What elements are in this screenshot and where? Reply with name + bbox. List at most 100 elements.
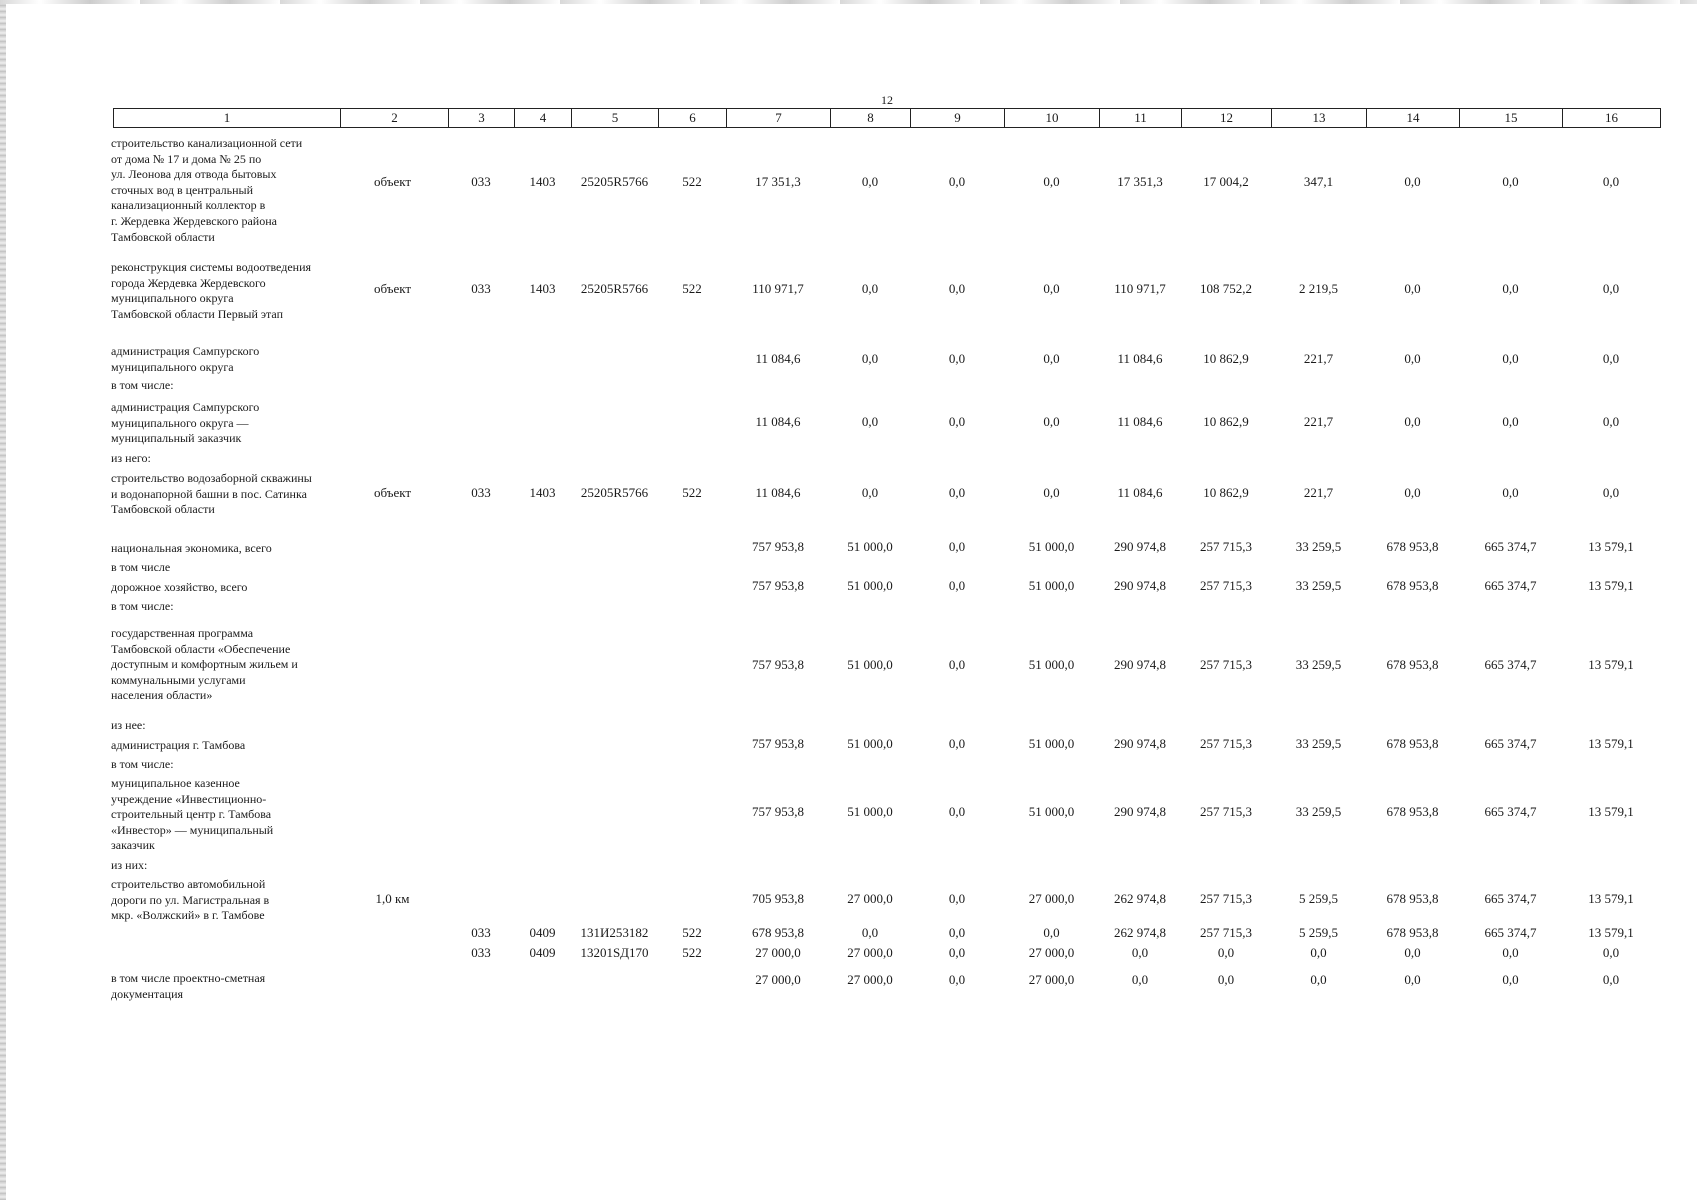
row-cell-col-14: 0,0 [1404, 281, 1421, 296]
row-cell-col-10: 51 000,0 [1028, 578, 1075, 593]
row-cell-col-16: 13 579,1 [1588, 657, 1634, 672]
row-cell-col-11: 11 084,6 [1117, 351, 1163, 366]
row-cell-col-10: 0,0 [1043, 281, 1060, 296]
row-cell-col-7: 11 084,6 [755, 485, 801, 500]
row-cell-col-10: 0,0 [1043, 174, 1060, 189]
row-cell-col-9: 0,0 [948, 539, 966, 554]
row-cell-col-14: 0,0 [1404, 414, 1421, 429]
row-cell-col-15: 0,0 [1502, 414, 1519, 429]
row-cell-col-16: 0,0 [1602, 174, 1620, 189]
header-col-7: 7 [726, 108, 831, 128]
row-cell-col-14: 0,0 [1404, 174, 1421, 189]
row-label: муниципальное казенное учреждение «Инвес… [111, 776, 274, 853]
row-cell-col-16: 13 579,1 [1588, 578, 1634, 593]
row-cell-col-11: 0,0 [1131, 972, 1149, 987]
row-cell-col-4: 0409 [529, 925, 556, 940]
row-cell-col-14: 678 953,8 [1386, 891, 1439, 906]
row-cell-col-15: 665 374,7 [1484, 578, 1537, 593]
row-cell-col-6: 522 [682, 174, 702, 189]
row-cell-col-12: 17 004,2 [1203, 174, 1249, 189]
row-cell-col-11: 11 084,6 [1117, 414, 1163, 429]
row-cell-col-9: 0,0 [948, 736, 966, 751]
row-cell-col-14: 678 953,8 [1386, 736, 1439, 751]
row-label: в том числе: [111, 599, 174, 613]
row-cell-col-10: 0,0 [1043, 485, 1060, 500]
row-cell-col-15: 0,0 [1502, 945, 1519, 960]
row-cell-col-9: 0,0 [948, 891, 966, 906]
row-cell-col-9: 0,0 [948, 578, 966, 593]
scan-edge-left [0, 0, 6, 1200]
row-cell-col-13: 33 259,5 [1295, 804, 1342, 819]
row-cell-col-16: 13 579,1 [1588, 891, 1634, 906]
row-cell-col-12: 0,0 [1217, 972, 1235, 987]
row-cell-col-8: 0,0 [861, 174, 879, 189]
row-cell-col-8: 51 000,0 [847, 736, 893, 751]
row-cell-col-15: 0,0 [1502, 281, 1519, 296]
row-cell-col-7: 27 000,0 [755, 972, 801, 987]
header-col-14: 14 [1366, 108, 1460, 128]
row-cell-col-3: 033 [471, 485, 491, 500]
header-col-12: 12 [1181, 108, 1272, 128]
row-cell-col-12: 257 715,3 [1200, 925, 1252, 940]
row-cell-col-13: 0,0 [1310, 945, 1327, 960]
header-col-9: 9 [910, 108, 1005, 128]
row-cell-col-10: 51 000,0 [1028, 736, 1075, 751]
row-cell-col-12: 108 752,2 [1200, 281, 1252, 296]
row-cell-col-11: 110 971,7 [1114, 281, 1166, 296]
page-number: 12 [881, 93, 893, 107]
row-cell-col-10: 51 000,0 [1028, 539, 1075, 554]
row-label: администрация Сампурского муниципального… [111, 344, 260, 374]
row-cell-col-6: 522 [682, 925, 702, 940]
row-cell-col-13: 5 259,5 [1299, 925, 1338, 940]
row-cell-col-12: 0,0 [1217, 945, 1235, 960]
row-cell-col-2: объект [373, 485, 412, 500]
row-cell-col-14: 0,0 [1404, 945, 1421, 960]
header-col-4: 4 [514, 108, 572, 128]
row-cell-col-7: 705 953,8 [752, 891, 804, 906]
row-cell-col-11: 0,0 [1131, 945, 1149, 960]
row-cell-col-5: 13201SД170 [580, 945, 649, 960]
row-cell-col-4: 1403 [529, 281, 556, 296]
row-cell-col-7: 11 084,6 [755, 414, 801, 429]
row-cell-col-16: 0,0 [1602, 414, 1620, 429]
row-cell-col-6: 522 [682, 945, 702, 960]
row-cell-col-15: 0,0 [1502, 972, 1519, 987]
row-cell-col-7: 110 971,7 [752, 281, 804, 296]
row-cell-col-8: 0,0 [861, 485, 879, 500]
header-col-11: 11 [1099, 108, 1182, 128]
row-cell-col-7: 11 084,6 [755, 351, 801, 366]
row-cell-col-8: 0,0 [861, 925, 879, 940]
row-cell-col-8: 0,0 [861, 281, 879, 296]
row-cell-col-9: 0,0 [948, 351, 966, 366]
row-cell-col-12: 257 715,3 [1200, 736, 1252, 751]
row-cell-col-13: 33 259,5 [1295, 578, 1342, 593]
row-cell-col-12: 10 862,9 [1203, 414, 1249, 429]
row-cell-col-12: 10 862,9 [1203, 485, 1249, 500]
header-col-1: 1 [113, 108, 341, 128]
row-cell-col-11: 11 084,6 [1117, 485, 1163, 500]
row-cell-col-15: 0,0 [1502, 351, 1519, 366]
row-label: администрация г. Тамбова [111, 738, 246, 752]
row-cell-col-9: 0,0 [948, 657, 966, 672]
header-col-2: 2 [340, 108, 449, 128]
row-cell-col-14: 0,0 [1404, 351, 1421, 366]
row-cell-col-10: 27 000,0 [1028, 945, 1075, 960]
row-cell-col-14: 0,0 [1404, 485, 1421, 500]
row-cell-col-14: 678 953,8 [1386, 925, 1439, 940]
row-cell-col-15: 665 374,7 [1484, 804, 1537, 819]
row-label: в том числе проектно-сметная документаци… [111, 971, 266, 1001]
row-cell-col-5: 131И253182 [580, 925, 649, 940]
row-cell-col-16: 0,0 [1602, 485, 1620, 500]
row-label: строительство водозаборной скважины и во… [111, 471, 312, 517]
row-label: администрация Сампурского муниципального… [111, 400, 260, 446]
row-label: строительство канализационной сети от до… [111, 136, 303, 244]
row-cell-col-8: 51 000,0 [847, 578, 893, 593]
row-cell-col-14: 678 953,8 [1386, 539, 1439, 554]
row-cell-col-3: 033 [471, 174, 491, 189]
row-cell-col-8: 0,0 [861, 414, 879, 429]
row-cell-col-16: 13 579,1 [1588, 736, 1634, 751]
row-cell-col-12: 257 715,3 [1200, 891, 1252, 906]
row-cell-col-8: 27 000,0 [847, 972, 893, 987]
header-col-10: 10 [1004, 108, 1100, 128]
row-cell-col-13: 5 259,5 [1299, 891, 1338, 906]
